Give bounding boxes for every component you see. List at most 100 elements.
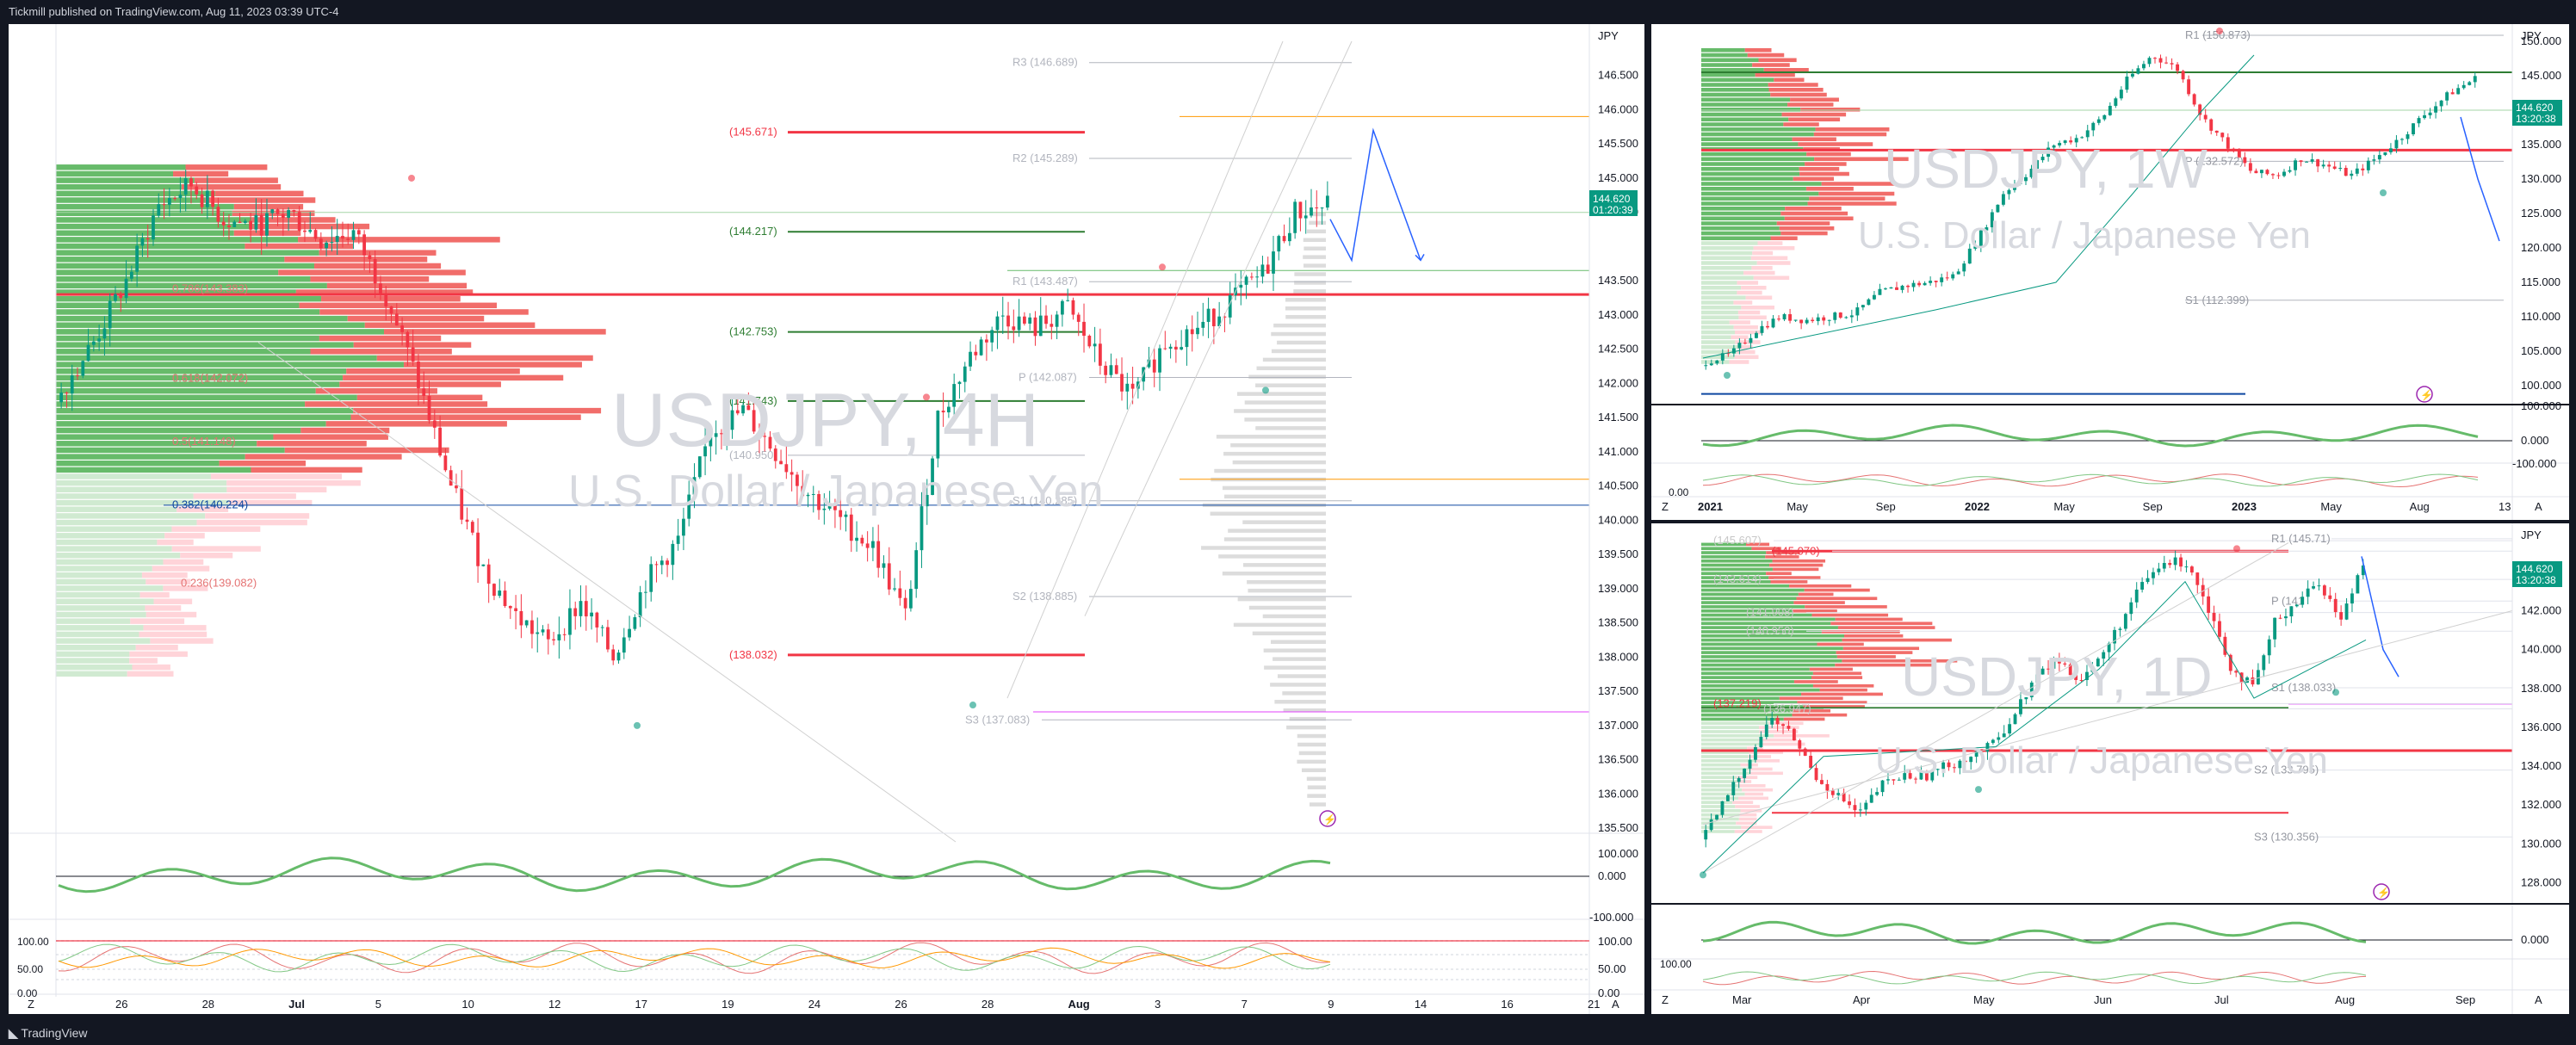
main-osc2-left-tick: 50.00 bbox=[17, 963, 43, 975]
weekly-vp-bar-buy bbox=[1701, 63, 1753, 67]
main-chart-panel[interactable]: R3 (146.689) (145.671) R2 (145.289) (144.21… bbox=[9, 24, 1644, 1014]
weekly-y-tick-label: 150.000 bbox=[2521, 34, 2561, 47]
daily-vp-bar-buy bbox=[1701, 784, 1738, 788]
weekly-vp-bar-buy bbox=[1701, 48, 1745, 53]
daily-candle-body bbox=[1880, 780, 1885, 793]
main-candle-body bbox=[1136, 381, 1140, 389]
weekly-candle-body bbox=[2288, 170, 2292, 172]
main-candle-body bbox=[898, 588, 902, 598]
daily-candle-body bbox=[1743, 768, 1747, 778]
weekly-y-tick-label: 100.000 bbox=[2521, 379, 2561, 392]
daily-vp-bar-buy bbox=[1701, 721, 1769, 726]
main-osc2-tick: 100.00 bbox=[1598, 935, 1632, 948]
main-vp-bar-sell bbox=[326, 282, 468, 289]
weekly-chart-panel[interactable]: R1 (150.873) P (132.572) S1 (112.399) USDJ… bbox=[1651, 24, 2569, 520]
daily-chart-svg[interactable]: (145.607) (145.070) R1 (145.71) (143.614) (1… bbox=[1651, 523, 2569, 1014]
main-swing-dot bbox=[408, 174, 415, 182]
weekly-currency-label: JPY bbox=[2521, 29, 2542, 42]
main-candle-body bbox=[1093, 343, 1097, 347]
weekly-candle-body bbox=[2153, 58, 2157, 59]
main-candle-body bbox=[524, 620, 529, 626]
main-alert-icon[interactable] bbox=[1319, 810, 1336, 827]
weekly-vp-bar-buy bbox=[1701, 157, 1815, 162]
main-vp-bar-sell bbox=[146, 611, 197, 618]
daily-level-label: R1 (145.71) bbox=[2271, 532, 2331, 545]
main-vp-bar-sell bbox=[153, 598, 193, 604]
main-session-vp-bar bbox=[1223, 537, 1326, 541]
weekly-vp-bar-buy bbox=[1701, 53, 1748, 58]
daily-vp-bar-buy bbox=[1701, 792, 1745, 796]
daily-level-label: S1 (138.033) bbox=[2271, 681, 2336, 694]
main-candle-body bbox=[590, 612, 593, 617]
daily-vp-bar-buy bbox=[1701, 597, 1797, 601]
main-vp-bar-sell bbox=[257, 441, 367, 447]
weekly-candle-body bbox=[2052, 145, 2056, 148]
main-vp-bar-sell bbox=[233, 203, 304, 210]
daily-candle-body bbox=[1792, 728, 1796, 741]
weekly-candle-body bbox=[2450, 92, 2455, 95]
main-session-vp-bar bbox=[1263, 648, 1326, 652]
main-candle-body bbox=[514, 608, 517, 611]
main-candle-body bbox=[162, 204, 166, 206]
main-chart-svg[interactable]: R3 (146.689) (145.671) R2 (145.289) (144.21… bbox=[9, 24, 1644, 1014]
main-session-vp-bar bbox=[1214, 468, 1326, 473]
daily-candle-body bbox=[1781, 724, 1785, 727]
main-candle-body bbox=[865, 543, 870, 548]
main-candle-body bbox=[129, 271, 133, 279]
weekly-candle-body bbox=[1805, 319, 1809, 324]
weekly-candle-body bbox=[1911, 282, 1916, 288]
weekly-vp-bar-sell bbox=[1768, 83, 1818, 87]
main-candle-body bbox=[833, 504, 837, 510]
main-candle-body bbox=[1098, 343, 1102, 366]
weekly-y-tick-label: 125.000 bbox=[2521, 207, 2561, 220]
weekly-vp-bar-buy bbox=[1701, 261, 1757, 265]
main-candle-body bbox=[676, 535, 680, 544]
daily-level-label: P (141 bbox=[2271, 594, 2304, 607]
daily-candle-body bbox=[2350, 593, 2354, 604]
main-vp-bar-sell bbox=[194, 177, 278, 183]
weekly-chart-svg[interactable]: R1 (150.873) P (132.572) S1 (112.399) USDJ… bbox=[1651, 24, 2569, 520]
main-candle-body bbox=[287, 210, 291, 218]
main-vp-bar-buy bbox=[56, 499, 229, 506]
daily-candle-body bbox=[2300, 597, 2305, 605]
daily-candle-body bbox=[2256, 670, 2260, 685]
main-candle-body bbox=[1185, 329, 1189, 348]
daily-chart-panel[interactable]: (145.607) (145.070) R1 (145.71) (143.614) (1… bbox=[1651, 523, 2569, 1014]
daily-alert-icon[interactable] bbox=[2373, 883, 2390, 900]
daily-vp-bar-sell bbox=[1779, 696, 1843, 701]
main-candle-body bbox=[584, 601, 588, 617]
main-vp-bar-buy bbox=[56, 658, 130, 664]
main-vp-bar-sell bbox=[353, 342, 472, 348]
daily-candle-body bbox=[1935, 769, 1940, 770]
daily-candle-body bbox=[2047, 668, 2050, 670]
weekly-alert-icon[interactable] bbox=[2416, 386, 2433, 403]
main-candle-body bbox=[243, 220, 247, 223]
weekly-candle-body bbox=[2102, 114, 2107, 120]
weekly-candle-body bbox=[1996, 204, 2000, 213]
main-candle-body bbox=[541, 629, 545, 633]
main-candle-body bbox=[157, 204, 161, 216]
main-candle-body bbox=[530, 620, 534, 634]
main-vp-bar-sell bbox=[339, 381, 501, 387]
weekly-vp-bar-sell bbox=[1734, 355, 1759, 360]
weekly-vp-bar-buy bbox=[1701, 102, 1788, 107]
daily-candle-body bbox=[2294, 604, 2299, 607]
main-y-tick-label: 146.000 bbox=[1598, 102, 1638, 115]
main-x-tick-label: Aug bbox=[1068, 998, 1089, 1011]
main-candle-body bbox=[709, 436, 713, 447]
main-candle-body bbox=[297, 212, 301, 231]
main-vp-bar-buy bbox=[56, 566, 152, 572]
daily-vp-bar-sell bbox=[1798, 592, 1834, 597]
weekly-vp-bar-sell bbox=[1768, 88, 1824, 92]
main-vp-bar-buy bbox=[56, 394, 357, 401]
main-session-vp-bar bbox=[1256, 366, 1326, 371]
weekly-candle-body bbox=[1811, 319, 1815, 322]
daily-swing-dot bbox=[1700, 871, 1706, 879]
daily-watermark-symbol: USDJPY, 1D bbox=[1901, 646, 2213, 708]
main-vp-bar-buy bbox=[56, 282, 327, 289]
main-vp-bar-buy bbox=[56, 368, 347, 374]
weekly-candle-body bbox=[2332, 166, 2337, 170]
main-session-vp-bar bbox=[1303, 238, 1326, 243]
main-vp-bar-buy bbox=[56, 197, 206, 203]
main-session-vp-bar bbox=[1255, 426, 1326, 430]
